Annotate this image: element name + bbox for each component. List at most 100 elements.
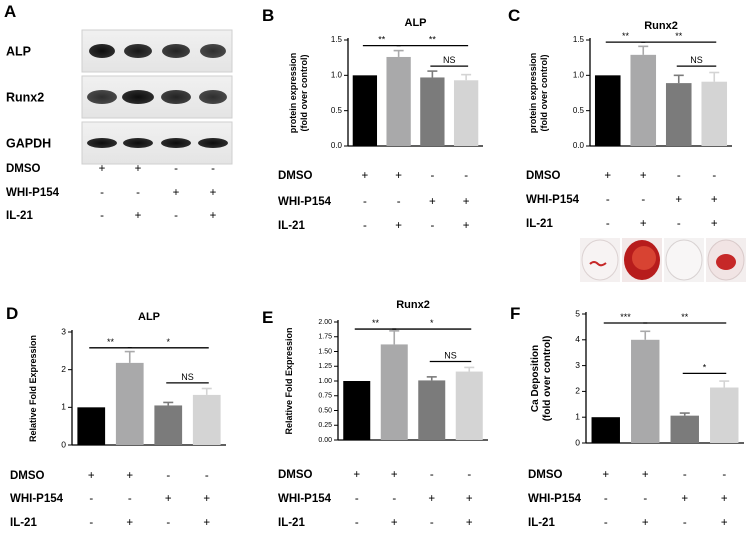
blot-table-label-1: WHI-P154	[6, 187, 60, 199]
chart-c-table-sign-1-2: +	[675, 194, 682, 206]
chart-c-table-sign-2-2: -	[677, 218, 681, 230]
blot-band-alp-3	[200, 44, 226, 58]
chart-c-bar-3	[701, 81, 728, 146]
chart-f-bar-1	[631, 339, 660, 443]
blot-band-gapdh-0	[87, 138, 117, 148]
panel-label-b: B	[262, 6, 275, 25]
chart-d-table-sign-2-3: +	[203, 517, 210, 529]
blot-table-sign-2-0: -	[100, 210, 104, 222]
chart-f-table-sign-1-1: -	[643, 493, 647, 505]
chart-b-table-sign-1-0: -	[363, 196, 367, 208]
panel-label-d: D	[6, 304, 19, 323]
chart-d-table-sign-1-1: -	[128, 493, 132, 505]
chart-d-table-sign-0-1: +	[126, 470, 133, 482]
chart-d-table-sign-0-3: -	[205, 470, 209, 482]
chart-b-table-label-1: WHI-P154	[278, 196, 332, 208]
blot-table-sign-2-3: +	[210, 210, 217, 222]
chart-c-table-sign-2-1: +	[640, 218, 647, 230]
chart-b-table-label-2: IL-21	[278, 220, 305, 232]
stain-well-3-dish	[665, 239, 703, 281]
chart-c-table-sign-0-1: +	[640, 170, 647, 182]
chart-f-ytick-label-1: 1	[575, 411, 580, 421]
blot-table-sign-0-3: -	[211, 163, 215, 175]
chart-c-bar-2	[665, 83, 692, 146]
chart-d-ytick-label-3: 3	[61, 326, 66, 336]
chart-c-ylabel-2: (fold over control)	[539, 55, 549, 132]
chart-d-sig-label-1: *	[166, 337, 170, 347]
chart-d-bar-2	[154, 405, 183, 445]
stain-well-2-core	[632, 246, 656, 270]
blot-band-runx2-3	[199, 90, 227, 104]
chart-d-table-sign-1-2: +	[165, 493, 172, 505]
stain-well-4-spot	[716, 254, 736, 270]
chart-b-table-sign-0-2: -	[430, 170, 434, 182]
chart-b-ytick-label-3: 1.5	[331, 35, 343, 44]
chart-e-bar-1	[380, 344, 408, 440]
chart-e-bar-0	[343, 381, 371, 440]
chart-c-title: Runx2	[644, 20, 678, 32]
chart-b-ytick-label-1: 0.5	[331, 106, 343, 115]
blot-band-alp-1	[124, 44, 152, 58]
blot-label-alp: ALP	[6, 44, 31, 58]
chart-b-ylabel-1: protein expression	[288, 53, 298, 134]
chart-c-table-sign-0-0: +	[604, 170, 611, 182]
chart-e-table-sign-0-0: +	[353, 469, 360, 481]
chart-c-bar-0	[594, 75, 621, 146]
chart-f-sig-label-2: *	[703, 362, 707, 372]
chart-e-table-sign-2-1: +	[391, 517, 398, 529]
blot-table-label-2: IL-21	[6, 210, 33, 222]
chart-b-sig-label-2: NS	[443, 55, 456, 65]
blot-label-gapdh: GAPDH	[6, 136, 51, 150]
chart-b-table-sign-2-3: +	[463, 220, 470, 232]
chart-b-table-sign-2-1: +	[395, 220, 402, 232]
blot-table-sign-0-1: +	[135, 163, 142, 175]
chart-d-table-sign-0-0: +	[88, 470, 95, 482]
blot-band-alp-2	[162, 44, 190, 58]
chart-c-table-label-0: DMSO	[526, 170, 561, 182]
chart-e-table-sign-1-2: +	[428, 493, 435, 505]
panel-label-a: A	[4, 2, 17, 21]
chart-d-table-sign-1-3: +	[203, 493, 210, 505]
chart-f-table-sign-0-0: +	[602, 469, 609, 481]
blot-band-runx2-0	[87, 90, 117, 104]
chart-e-ytick-label-8: 2.00	[318, 319, 332, 326]
chart-f-ytick-label-4: 4	[575, 334, 580, 344]
chart-d-sig-label-0: **	[107, 337, 115, 347]
chart-e-ytick-label-1: 0.25	[318, 422, 332, 429]
blot-table-sign-2-2: -	[174, 210, 178, 222]
chart-f-bar-0	[591, 417, 620, 443]
chart-d-table-sign-2-2: -	[166, 517, 170, 529]
chart-f-table-sign-2-2: -	[683, 517, 687, 529]
blot-band-gapdh-2	[161, 138, 191, 148]
blot-table-sign-1-1: -	[136, 187, 140, 199]
chart-f-table-label-0: DMSO	[528, 469, 563, 481]
chart-e-bar-2	[418, 380, 446, 440]
chart-f-ytick-label-3: 3	[575, 360, 580, 370]
chart-f-table-sign-0-3: -	[722, 469, 726, 481]
chart-b-table-sign-2-2: -	[430, 220, 434, 232]
chart-c-table-sign-0-3: -	[712, 170, 716, 182]
chart-f-ylabel-1: Ca Deposition	[530, 345, 541, 412]
chart-f-table-label-2: IL-21	[528, 517, 555, 529]
chart-f-sig-label-1: **	[681, 312, 689, 322]
chart-d-table-sign-2-1: +	[126, 517, 133, 529]
panel-label-e: E	[262, 308, 274, 327]
blot-table-label-0: DMSO	[6, 163, 41, 175]
chart-c-bar-1	[630, 54, 657, 147]
blot-band-runx2-2	[161, 90, 191, 104]
chart-b-bar-2	[420, 77, 445, 146]
blot-band-alp-0	[89, 44, 115, 58]
chart-c-sig-label-1: **	[675, 31, 683, 41]
chart-f-ytick-label-5: 5	[575, 308, 580, 318]
chart-c-table-sign-2-3: +	[711, 218, 718, 230]
chart-f-table-sign-2-1: +	[642, 517, 649, 529]
chart-f-sig-label-0: ***	[620, 312, 631, 322]
chart-e-table-sign-0-3: -	[467, 469, 471, 481]
chart-b-bar-1	[386, 56, 411, 146]
chart-d-ytick-label-2: 2	[61, 364, 66, 374]
chart-e-ytick-label-7: 1.75	[318, 334, 332, 341]
panel-label-c: C	[508, 6, 521, 25]
chart-e-table-sign-1-3: +	[466, 493, 473, 505]
chart-b-bar-0	[352, 75, 378, 146]
